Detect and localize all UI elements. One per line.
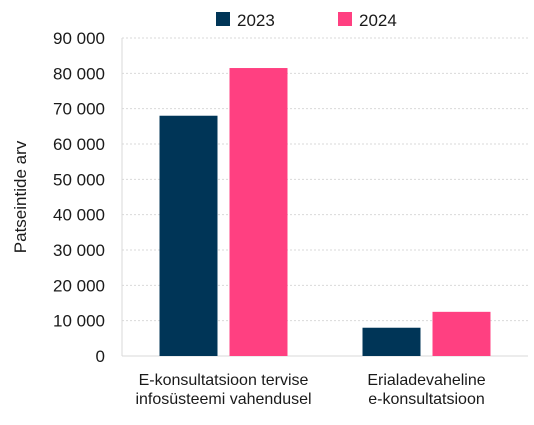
x-category-label: e-konsultatsioon — [368, 391, 485, 408]
y-tick-label: 10 000 — [53, 312, 105, 331]
x-category-label: Erialadevaheline — [367, 372, 485, 389]
legend-swatch — [338, 12, 352, 26]
bars — [159, 68, 491, 357]
bar-2023 — [159, 115, 218, 356]
y-tick-label: 0 — [96, 347, 105, 366]
x-category-labels: E-konsultatsioon tervise infosüsteemi vah… — [135, 372, 485, 408]
x-category-label: infosüsteemi vahendusel — [135, 391, 311, 408]
y-tick-labels: 0 10 000 20 000 30 000 40 000 50 000 60 000 70 … — [53, 29, 105, 366]
y-tick-label: 50 000 — [53, 170, 105, 189]
legend: 2023 2024 — [216, 11, 397, 30]
y-tick-label: 30 000 — [53, 241, 105, 260]
y-tick-label: 90 000 — [53, 29, 105, 48]
y-tick-label: 60 000 — [53, 135, 105, 154]
legend-swatch — [216, 12, 230, 26]
bar-2024 — [229, 68, 288, 357]
y-tick-label: 80 000 — [53, 64, 105, 83]
y-tick-label: 40 000 — [53, 206, 105, 225]
bar-2024 — [432, 311, 491, 356]
bar-2023 — [362, 327, 421, 356]
x-category-label: E-konsultatsioon tervise — [139, 372, 309, 389]
legend-label: 2024 — [359, 11, 397, 30]
legend-label: 2023 — [237, 11, 275, 30]
y-tick-label: 70 000 — [53, 100, 105, 119]
y-tick-label: 20 000 — [53, 276, 105, 295]
y-axis-label: Patseintide arv — [11, 140, 30, 253]
